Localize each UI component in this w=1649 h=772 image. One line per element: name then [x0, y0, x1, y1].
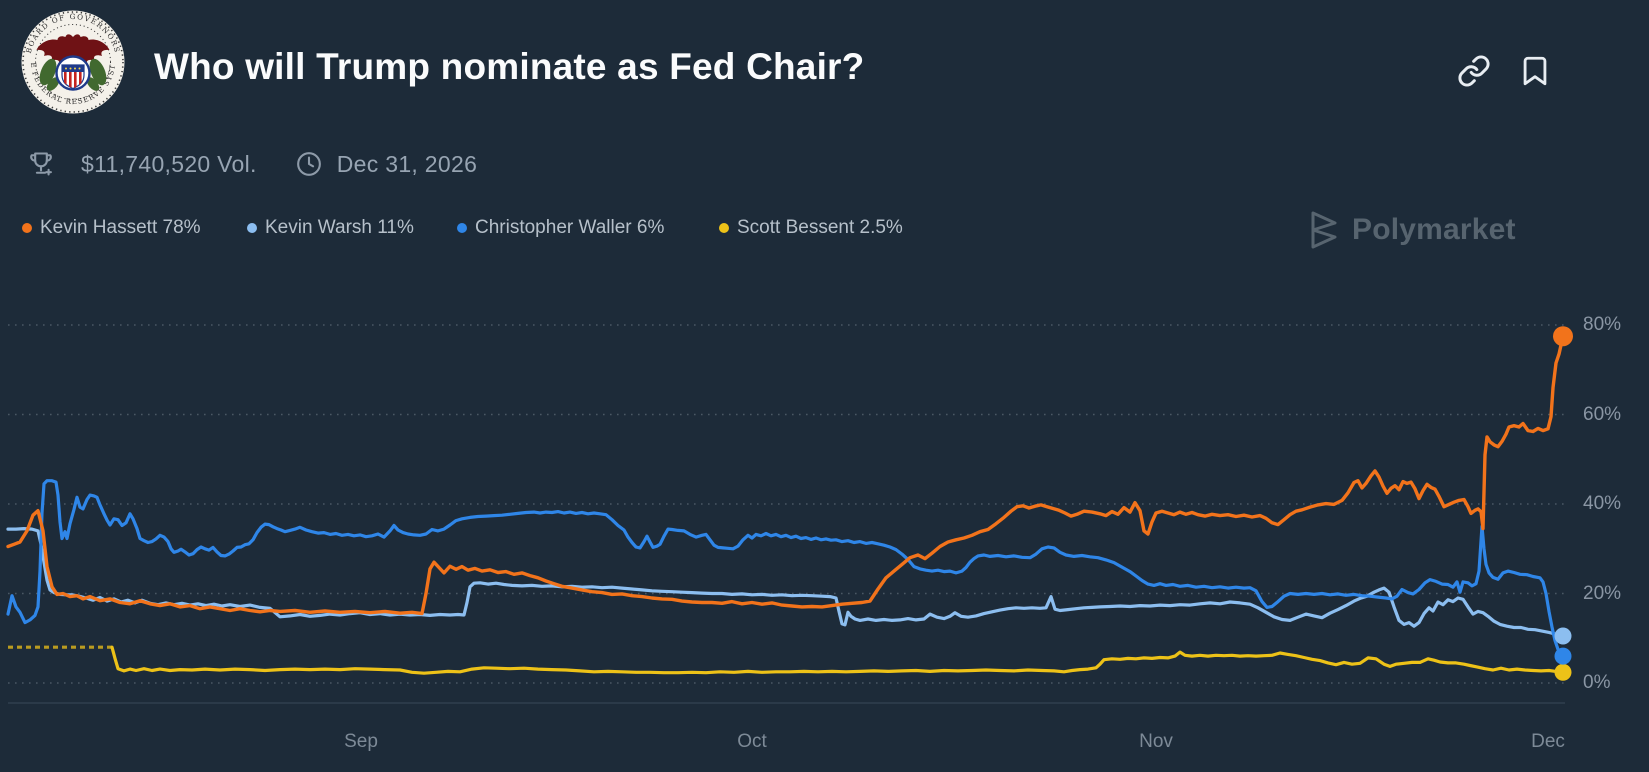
legend-dot-waller	[457, 223, 467, 233]
legend-label: Christopher Waller 6%	[475, 217, 665, 238]
legend-item-bessent[interactable]: Scott Bessent 2.5%	[719, 217, 903, 239]
legend-dot-hassett	[22, 223, 32, 233]
x-axis-label: Sep	[344, 731, 378, 752]
y-axis-label: 60%	[1583, 403, 1622, 425]
bookmark-icon	[1523, 56, 1547, 86]
legend-dot-bessent	[719, 223, 729, 233]
legend-item-warsh[interactable]: Kevin Warsh 11%	[247, 217, 414, 239]
series-waller	[6, 479, 1565, 658]
bookmark-button[interactable]	[1518, 54, 1552, 88]
legend-label: Kevin Hassett 78%	[40, 217, 201, 238]
polymarket-watermark: Polymarket	[1306, 210, 1516, 250]
copy-link-button[interactable]	[1457, 54, 1491, 88]
x-axis-label: Oct	[737, 731, 767, 752]
shield-emblem	[55, 55, 91, 91]
olive-branches	[39, 58, 107, 91]
series-bessent	[110, 645, 1565, 675]
series-hassett	[6, 334, 1565, 616]
volume-value: $11,740,520 Vol.	[81, 150, 257, 177]
series-warsh-end-dot	[1554, 627, 1572, 645]
series-warsh	[6, 526, 1565, 638]
clock-icon	[295, 150, 323, 178]
x-axis-label: Dec	[1531, 731, 1565, 752]
series-bessent-end-dot	[1554, 663, 1572, 681]
y-axis-label: 0%	[1583, 672, 1611, 693]
x-axis-label: Nov	[1139, 731, 1173, 752]
end-date: Dec 31, 2026	[336, 150, 478, 177]
legend-item-hassett[interactable]: Kevin Hassett 78%	[22, 217, 201, 239]
series-hassett-end-dot	[1553, 326, 1573, 347]
legend-item-waller[interactable]: Christopher Waller 6%	[457, 217, 664, 239]
trophy-icon	[27, 150, 55, 178]
legend-dot-warsh	[247, 223, 257, 233]
fed-seal-image: BOARD OF GOVERNORS THE FEDERAL RESERVE S…	[17, 3, 125, 114]
y-axis-label: 80%	[1583, 314, 1622, 335]
link-icon	[1458, 55, 1490, 87]
legend-label: Kevin Warsh 11%	[265, 217, 414, 238]
page-title: Who will Trump nominate as Fed Chair?	[154, 46, 865, 87]
fed-seal-logo: BOARD OF GOVERNORS THE FEDERAL RESERVE S…	[17, 3, 125, 114]
market-stats: $11,740,520 Vol. Dec 31, 2026	[27, 150, 477, 178]
legend-label: Scott Bessent 2.5%	[737, 217, 903, 238]
polymarket-logo-icon	[1311, 211, 1337, 249]
y-axis-label: 20%	[1583, 582, 1622, 604]
y-axis-label: 40%	[1583, 493, 1622, 514]
series-waller-end-dot	[1554, 647, 1572, 665]
polymarket-wordmark: Polymarket	[1352, 213, 1516, 246]
